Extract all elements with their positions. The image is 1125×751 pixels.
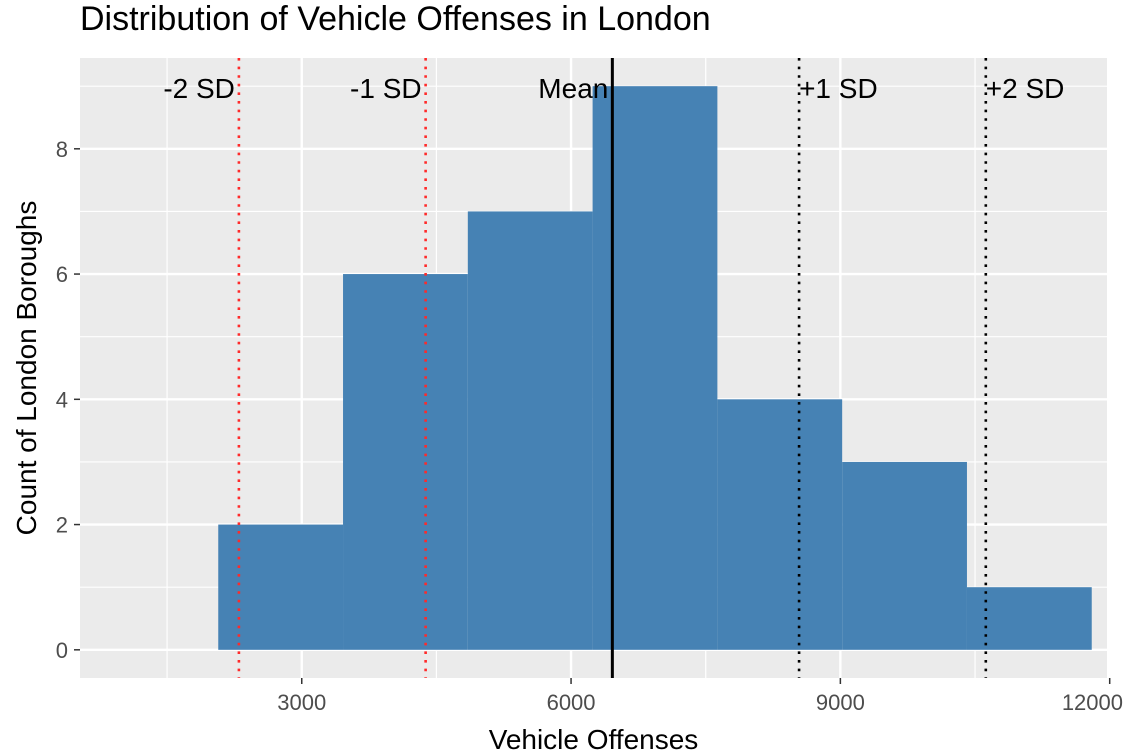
- x-tick-label: 9000: [816, 690, 865, 715]
- histogram-bar: [842, 461, 967, 650]
- reference-label: +2 SD: [986, 73, 1065, 104]
- histogram-bar: [717, 399, 843, 650]
- x-axis: 3000 6000 9000 12000: [277, 678, 1123, 715]
- histogram-bar: [467, 211, 593, 650]
- y-tick-label: 2: [56, 513, 68, 538]
- reference-labels: -2 SD -1 SD Mean +1 SD +2 SD: [163, 73, 1064, 104]
- histogram-bar: [343, 274, 468, 650]
- y-tick-label: 4: [56, 387, 68, 412]
- reference-label: -2 SD: [163, 73, 235, 104]
- reference-label: Mean: [538, 73, 608, 104]
- y-axis: 0 2 4 6 8: [56, 137, 80, 663]
- histogram-bar: [218, 524, 344, 650]
- x-axis-title: Vehicle Offenses: [489, 724, 699, 751]
- y-axis-title: Count of London Boroughs: [11, 201, 42, 536]
- chart-title: Distribution of Vehicle Offenses in Lond…: [80, 0, 711, 38]
- x-tick-label: 12000: [1062, 690, 1123, 715]
- histogram-bar: [966, 587, 1092, 650]
- reference-lines: [237, 58, 988, 678]
- x-tick-label: 6000: [547, 690, 596, 715]
- reference-label: +1 SD: [799, 73, 878, 104]
- reference-label: -1 SD: [350, 73, 422, 104]
- y-tick-label: 0: [56, 638, 68, 663]
- y-tick-label: 6: [56, 262, 68, 287]
- y-tick-label: 8: [56, 137, 68, 162]
- x-tick-label: 3000: [277, 690, 326, 715]
